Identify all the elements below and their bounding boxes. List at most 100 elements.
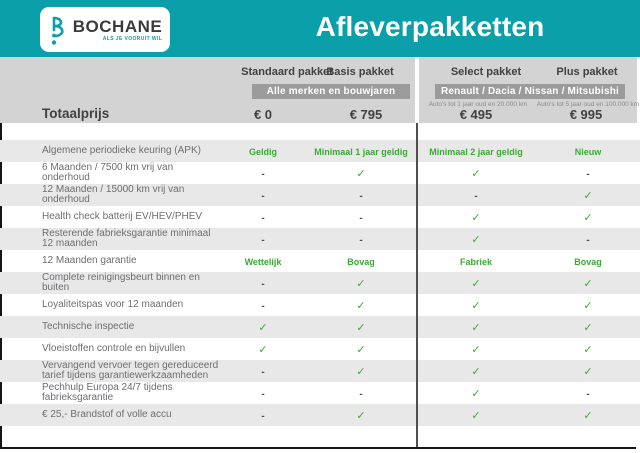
row-label: Vloeistoffen controle en bijvullen	[42, 342, 186, 354]
dash-icon: -	[261, 235, 265, 246]
section-divider-line	[416, 123, 418, 448]
cell-standaard: -	[220, 186, 306, 204]
check-icon: ✓	[471, 300, 481, 312]
page-title: Afleverpakketten	[315, 11, 545, 42]
dash-icon: -	[359, 235, 363, 246]
price-standaard: € 0	[253, 107, 273, 122]
cell-basis: Bovag	[306, 252, 416, 270]
cell-standaard: -	[220, 362, 306, 380]
check-icon: ✓	[583, 344, 593, 356]
price-basis: € 795	[349, 107, 383, 122]
page-edge-left	[0, 57, 2, 449]
check-icon: ✓	[471, 322, 481, 334]
row-label: 12 Maanden / 15000 km vrij van onderhoud	[42, 183, 185, 205]
column-title-standaard: Standaard pakket	[241, 66, 333, 78]
check-icon: ✓	[356, 344, 366, 356]
cell-select: ✓	[416, 164, 536, 182]
cell-basis: -	[306, 230, 416, 248]
table-row: 6 Maanden / 7500 km vrij van onderhoud - ✓…	[0, 162, 640, 184]
check-icon: ✓	[583, 366, 593, 378]
cell-basis: -	[306, 384, 416, 402]
check-icon: ✓	[356, 300, 366, 312]
table-row: Health check batterij EV/HEV/PHEV - - ✓ ✓	[0, 206, 640, 228]
table-row: 12 Maanden garantie Wettelijk Bovag Fabriek…	[0, 250, 640, 272]
cell-basis: ✓	[306, 340, 416, 358]
dash-icon: -	[359, 389, 363, 400]
check-icon: ✓	[356, 278, 366, 290]
cell-select: ✓	[416, 296, 536, 314]
table-row: Complete reinigingsbeurt binnen en buite…	[0, 272, 640, 294]
cell-select: Minimaal 2 jaar geldig	[416, 142, 536, 160]
cell-standaard: -	[220, 230, 306, 248]
group-band-renault-group: Renault / Dacia / Nissan / Mitsubishi	[435, 84, 625, 99]
page-edge-bottom	[0, 447, 636, 449]
logo-brand: BOCHANE	[72, 16, 163, 36]
row-label: Technische inspectie	[42, 320, 135, 332]
cell-standaard: -	[220, 164, 306, 182]
value-text: Bovag	[574, 257, 602, 267]
table-row: Vloeistoffen controle en bijvullen ✓ ✓ ✓ ✓	[0, 338, 640, 360]
table-row: € 25,- Brandstof of volle accu - ✓ ✓ ✓	[0, 404, 640, 426]
cell-standaard: -	[220, 406, 306, 424]
check-icon: ✓	[583, 212, 593, 224]
row-label: Algemene periodieke keuring (APK)	[42, 144, 201, 156]
dash-icon: -	[261, 367, 265, 378]
value-text: Geldig	[248, 147, 277, 157]
check-icon: ✓	[471, 278, 481, 290]
check-icon: ✓	[471, 212, 481, 224]
dash-icon: -	[261, 213, 265, 224]
dash-icon: -	[586, 235, 590, 246]
cell-select: ✓	[416, 384, 536, 402]
cell-plus: -	[536, 230, 640, 248]
cell-basis: ✓	[306, 296, 416, 314]
cell-select: ✓	[416, 318, 536, 336]
table-row: 12 Maanden / 15000 km vrij van onderhoud…	[0, 184, 640, 206]
value-text: Minimaal 2 jaar geldig	[429, 147, 523, 157]
dash-icon: -	[261, 191, 265, 202]
cell-standaard: -	[220, 384, 306, 402]
cell-plus: ✓	[536, 318, 640, 336]
dash-icon: -	[359, 213, 363, 224]
header-bar: BOCHANE ALS JE VOORUIT WIL Afleverpakket…	[0, 0, 640, 57]
check-icon: ✓	[471, 344, 481, 356]
check-icon: ✓	[583, 190, 593, 202]
value-text: Fabriek	[459, 257, 492, 267]
row-label: Resterende fabrieksgarantie minimaal 12 …	[42, 227, 211, 249]
cell-select: ✓	[416, 274, 536, 292]
feature-rows: Algemene periodieke keuring (APK) Geldig M…	[0, 140, 640, 426]
check-icon: ✓	[471, 410, 481, 422]
dash-icon: -	[261, 411, 265, 422]
cell-plus: ✓	[536, 406, 640, 424]
cell-plus: Nieuw	[536, 142, 640, 160]
check-icon: ✓	[471, 234, 481, 246]
cell-plus: ✓	[536, 186, 640, 204]
logo-tagline: ALS JE VOORUIT WIL	[102, 35, 163, 42]
check-icon: ✓	[356, 366, 366, 378]
cell-select: ✓	[416, 208, 536, 226]
row-label: Pechhulp Europa 24/7 tijdens fabrieksgar…	[42, 381, 173, 403]
cell-select: ✓	[416, 362, 536, 380]
column-title-plus: Plus pakket	[556, 66, 618, 78]
cell-select: -	[416, 186, 536, 204]
cell-basis: ✓	[306, 164, 416, 182]
column-title-basis: Basis pakket	[326, 66, 394, 78]
cell-standaard: ✓	[220, 340, 306, 358]
price-select: € 495	[459, 107, 493, 122]
dash-icon: -	[586, 389, 590, 400]
cell-plus: ✓	[536, 274, 640, 292]
row-label: 12 Maanden garantie	[42, 254, 137, 266]
cell-basis: ✓	[306, 362, 416, 380]
cell-select: ✓	[416, 230, 536, 248]
cell-select: ✓	[416, 340, 536, 358]
cell-basis: ✓	[306, 406, 416, 424]
cell-plus: -	[536, 384, 640, 402]
table-row: Technische inspectie ✓ ✓ ✓ ✓	[0, 316, 640, 338]
cell-plus: ✓	[536, 208, 640, 226]
dash-icon: -	[261, 389, 265, 400]
cell-plus: ✓	[536, 296, 640, 314]
price-plus: € 995	[569, 107, 603, 122]
cell-standaard: Wettelijk	[220, 252, 306, 270]
check-icon: ✓	[583, 322, 593, 334]
table-row: Pechhulp Europa 24/7 tijdens fabrieksgar…	[0, 382, 640, 404]
